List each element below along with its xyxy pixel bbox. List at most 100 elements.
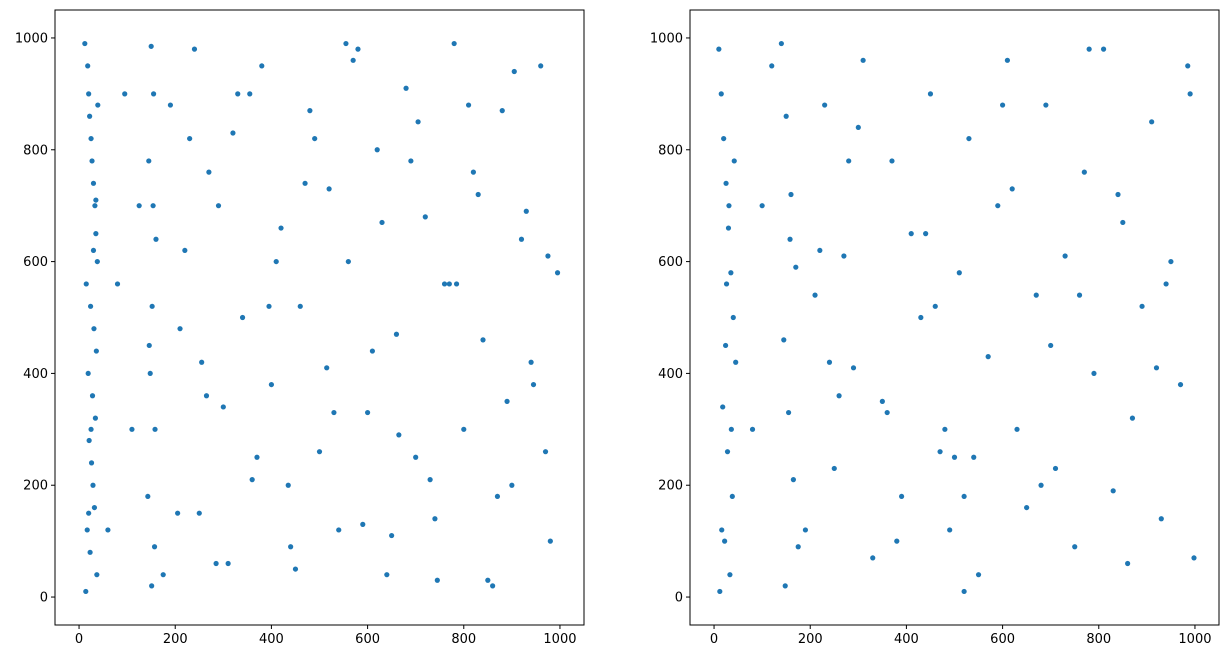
scatter-point bbox=[870, 555, 876, 561]
scatter-point bbox=[302, 180, 308, 186]
scatter-point bbox=[778, 40, 784, 47]
scatter-point bbox=[782, 583, 788, 589]
scatter-point bbox=[717, 588, 723, 595]
y-tick-label: 1000 bbox=[650, 31, 683, 46]
scatter-point bbox=[85, 63, 91, 69]
scatter-point bbox=[1158, 516, 1164, 522]
scatter-point bbox=[93, 197, 99, 203]
scatter-point bbox=[769, 63, 775, 69]
scatter-point bbox=[490, 583, 496, 589]
scatter-point bbox=[485, 577, 491, 583]
scatter-point bbox=[889, 158, 895, 164]
scatter-point bbox=[331, 409, 337, 416]
scatter-point bbox=[461, 426, 467, 432]
scatter-point bbox=[716, 46, 722, 52]
scatter-point bbox=[145, 493, 151, 500]
scatter-point bbox=[720, 404, 726, 410]
scatter-point bbox=[350, 57, 356, 63]
scatter-point bbox=[136, 203, 142, 209]
scatter-point bbox=[793, 264, 799, 270]
scatter-point bbox=[947, 527, 953, 533]
scatter-point bbox=[105, 527, 111, 533]
scatter-point bbox=[499, 108, 505, 114]
scatter-point bbox=[148, 43, 154, 49]
x-tick-label: 0 bbox=[75, 632, 83, 647]
scatter-point bbox=[91, 326, 97, 332]
scatter-point bbox=[147, 370, 153, 377]
scatter-point bbox=[504, 398, 510, 404]
scatter-point bbox=[731, 158, 737, 164]
scatter-point bbox=[822, 102, 828, 108]
scatter-point bbox=[451, 40, 457, 47]
scatter-point bbox=[86, 437, 92, 444]
scatter-point bbox=[547, 538, 553, 544]
scatter-point bbox=[89, 393, 96, 399]
scatter-point bbox=[554, 270, 561, 276]
scatter-point bbox=[441, 281, 448, 287]
scatter-point bbox=[92, 203, 98, 209]
scatter-point bbox=[855, 124, 861, 131]
x-tick-label: 400 bbox=[259, 632, 284, 647]
scatter-point bbox=[85, 370, 91, 377]
scatter-point bbox=[1081, 169, 1087, 175]
scatter-point bbox=[403, 85, 409, 91]
scatter-point bbox=[719, 527, 725, 533]
scatter-point bbox=[220, 404, 226, 410]
scatter-point bbox=[1004, 57, 1011, 63]
scatter-plot-left: 0 200 400 600 800 1000 0 200 400 600 800 1000 bbox=[15, 9, 585, 647]
scatter-point bbox=[225, 560, 231, 567]
scatter-point bbox=[1014, 426, 1020, 432]
y-tick-label: 600 bbox=[23, 255, 48, 270]
scatter-point bbox=[850, 365, 857, 371]
y-tick-label: 200 bbox=[658, 479, 683, 494]
scatter-point bbox=[908, 231, 914, 237]
scatter-point bbox=[149, 303, 155, 309]
scatter-point bbox=[389, 532, 395, 539]
scatter-point bbox=[1076, 292, 1083, 298]
scatter-point bbox=[191, 46, 198, 52]
scatter-point bbox=[408, 158, 414, 164]
scatter-point bbox=[785, 409, 792, 416]
scatter-point bbox=[235, 91, 241, 97]
scatter-point bbox=[285, 482, 291, 488]
scatter-point bbox=[86, 91, 92, 97]
scatter-point bbox=[199, 359, 205, 365]
scatter-point bbox=[942, 426, 948, 432]
scatter-point bbox=[83, 281, 89, 287]
scatter-point bbox=[961, 493, 967, 500]
scatter-point bbox=[995, 203, 1001, 209]
scatter-point bbox=[87, 303, 94, 309]
scatter-point bbox=[259, 63, 265, 69]
scatter-point bbox=[1129, 415, 1136, 421]
scatter-point bbox=[453, 281, 460, 287]
scatter-point bbox=[999, 102, 1006, 108]
scatter-point bbox=[1125, 560, 1131, 567]
scatter-point bbox=[846, 158, 852, 164]
scatter-point bbox=[187, 135, 193, 142]
scatter-point bbox=[475, 191, 481, 198]
scatter-point bbox=[1163, 281, 1169, 287]
scatter-point bbox=[718, 91, 724, 97]
scatter-point bbox=[266, 303, 272, 309]
x-tick-label: 600 bbox=[990, 632, 1015, 647]
scatter-point bbox=[292, 566, 299, 572]
scatter-point bbox=[724, 449, 731, 455]
scatter-point bbox=[413, 454, 419, 460]
scatter-point bbox=[480, 337, 486, 343]
scatter-point bbox=[918, 314, 924, 321]
scatter-point bbox=[790, 477, 796, 483]
plot-frame bbox=[689, 9, 1220, 626]
scatter-point bbox=[446, 281, 452, 287]
scatter-point bbox=[396, 432, 402, 438]
scatter-point bbox=[523, 208, 529, 214]
y-tick-label: 400 bbox=[658, 367, 683, 382]
scatter-point bbox=[379, 219, 385, 226]
scatter-point bbox=[726, 203, 732, 209]
scatter-point bbox=[841, 253, 847, 259]
scatter-point bbox=[307, 108, 313, 114]
scatter-point bbox=[94, 258, 100, 265]
scatter-point bbox=[369, 348, 375, 354]
scatter-point bbox=[93, 231, 99, 237]
scatter-point bbox=[781, 337, 787, 343]
scatter-point bbox=[1115, 191, 1121, 198]
